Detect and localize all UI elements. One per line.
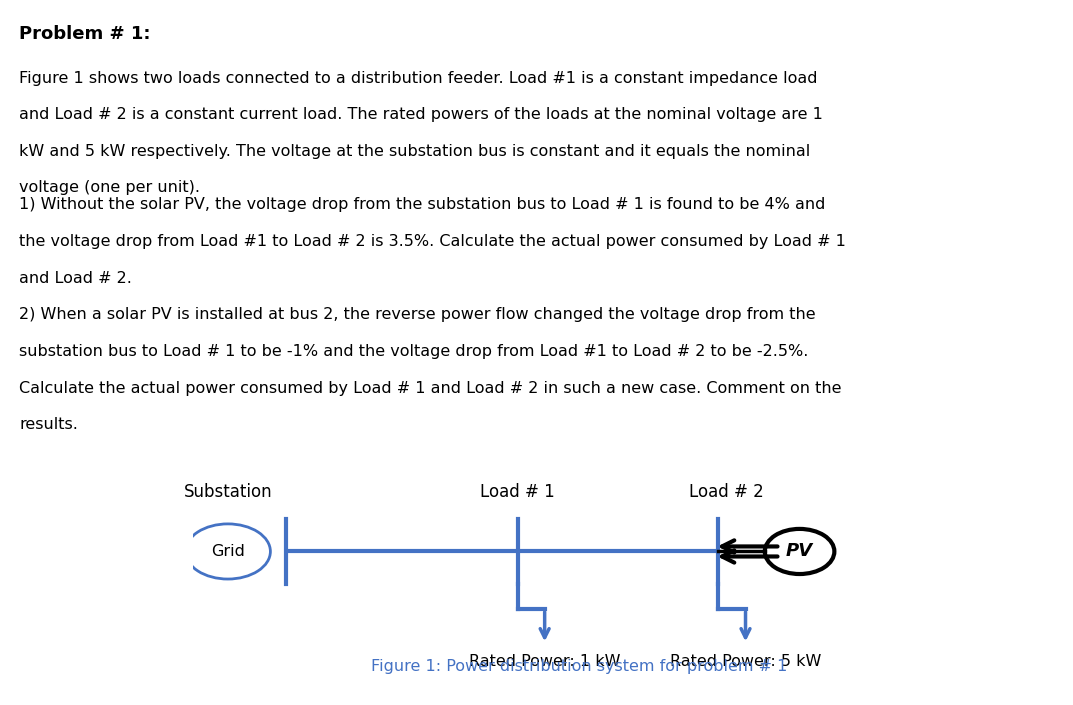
Text: results.: results. xyxy=(19,417,78,432)
Text: Load # 2: Load # 2 xyxy=(689,484,764,501)
Text: Substation: Substation xyxy=(183,484,273,501)
Text: Load # 1: Load # 1 xyxy=(481,484,555,501)
Text: Rated Power: 5 kW: Rated Power: 5 kW xyxy=(670,654,821,669)
Text: PV: PV xyxy=(787,542,813,560)
Text: Figure 1: Power distribution system for problem # 1: Figure 1: Power distribution system for … xyxy=(371,659,788,674)
Text: voltage (one per unit).: voltage (one per unit). xyxy=(19,180,201,195)
Text: the voltage drop from Load #1 to Load # 2 is 3.5%. Calculate the actual power co: the voltage drop from Load #1 to Load # … xyxy=(19,234,847,249)
Text: Calculate the actual power consumed by Load # 1 and Load # 2 in such a new case.: Calculate the actual power consumed by L… xyxy=(19,381,842,396)
Text: Problem # 1:: Problem # 1: xyxy=(19,25,151,43)
Text: Rated Power: 1 kW: Rated Power: 1 kW xyxy=(469,654,620,669)
Text: and Load # 2 is a constant current load. The rated powers of the loads at the no: and Load # 2 is a constant current load.… xyxy=(19,107,823,122)
Text: Figure 1 shows two loads connected to a distribution feeder. Load #1 is a consta: Figure 1 shows two loads connected to a … xyxy=(19,70,818,85)
Text: and Load # 2.: and Load # 2. xyxy=(19,271,132,286)
Text: 2) When a solar PV is installed at bus 2, the reverse power flow changed the vol: 2) When a solar PV is installed at bus 2… xyxy=(19,307,815,322)
Text: 1) Without the solar PV, the voltage drop from the substation bus to Load # 1 is: 1) Without the solar PV, the voltage dro… xyxy=(19,197,826,212)
Text: kW and 5 kW respectively. The voltage at the substation bus is constant and it e: kW and 5 kW respectively. The voltage at… xyxy=(19,144,810,159)
Text: substation bus to Load # 1 to be -1% and the voltage drop from Load #1 to Load #: substation bus to Load # 1 to be -1% and… xyxy=(19,344,809,359)
Text: Grid: Grid xyxy=(211,544,245,559)
